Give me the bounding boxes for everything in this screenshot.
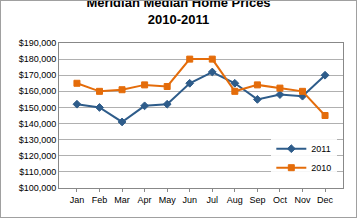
svg-text:Feb: Feb <box>92 195 108 205</box>
svg-text:2010: 2010 <box>311 163 331 173</box>
svg-text:$130,000: $130,000 <box>19 135 57 145</box>
svg-text:Dec: Dec <box>317 195 334 205</box>
svg-text:2011: 2011 <box>311 144 330 154</box>
svg-text:Nov: Nov <box>294 195 311 205</box>
svg-text:Aug: Aug <box>227 195 243 205</box>
svg-text:$140,000: $140,000 <box>19 119 57 129</box>
svg-text:Mar: Mar <box>114 195 130 205</box>
svg-text:Jun: Jun <box>182 195 197 205</box>
svg-text:Apr: Apr <box>138 195 152 205</box>
svg-text:$120,000: $120,000 <box>19 151 57 161</box>
svg-text:Sep: Sep <box>249 195 265 205</box>
svg-text:$150,000: $150,000 <box>19 103 57 113</box>
svg-text:Jul: Jul <box>207 195 219 205</box>
svg-text:$190,000: $190,000 <box>19 38 57 48</box>
svg-text:$180,000: $180,000 <box>19 54 57 64</box>
svg-text:Oct: Oct <box>273 195 288 205</box>
svg-text:May: May <box>159 195 177 205</box>
svg-text:$110,000: $110,000 <box>19 167 56 177</box>
svg-text:Jan: Jan <box>70 195 85 205</box>
svg-text:$100,000: $100,000 <box>19 183 57 193</box>
svg-text:$170,000: $170,000 <box>19 70 57 80</box>
svg-text:$160,000: $160,000 <box>19 86 57 96</box>
svg-text:Meridian Median Home Prices201: Meridian Median Home Prices2010-2011 <box>86 1 270 27</box>
